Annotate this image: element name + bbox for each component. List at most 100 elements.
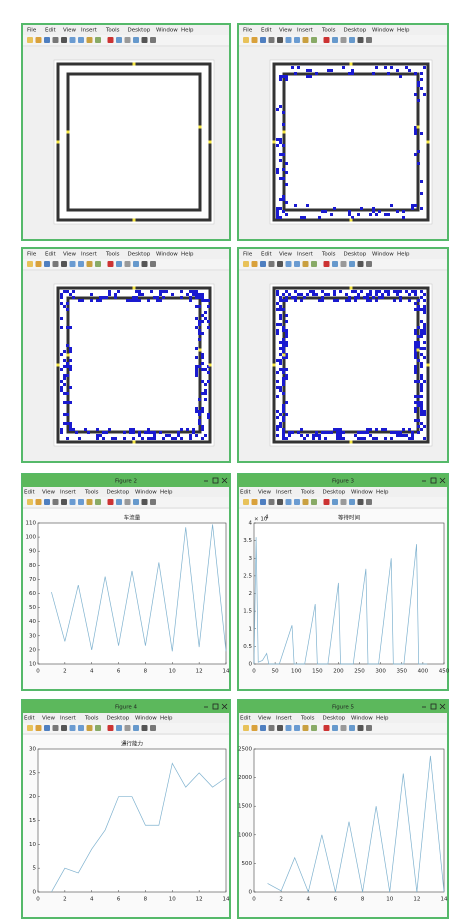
toolbar-button[interactable] [357,725,364,731]
menu-item[interactable]: Desktop [344,28,367,34]
toolbar-button[interactable] [260,499,266,505]
menu-item[interactable]: Tools [105,252,120,258]
toolbar-button[interactable] [323,499,330,505]
toolbar-button[interactable] [340,261,347,267]
toolbar-button[interactable] [150,261,156,267]
toolbar-button[interactable] [44,37,50,43]
menu-item[interactable]: View [63,252,77,258]
toolbar-button[interactable] [27,37,33,43]
menu-item[interactable]: Window [156,252,178,258]
close-button[interactable] [439,477,446,484]
toolbar-button[interactable] [78,37,84,43]
toolbar-button[interactable] [294,261,300,267]
toolbar-button[interactable] [340,37,347,43]
toolbar-button[interactable] [294,725,300,731]
menu-item[interactable]: Desktop [323,490,346,496]
toolbar-button[interactable] [311,725,317,731]
toolbar-button[interactable] [69,37,76,43]
menu-item[interactable]: Window [135,716,157,722]
toolbar-button[interactable] [124,37,131,43]
menu-item[interactable]: Window [372,28,394,34]
toolbar-button[interactable] [69,261,76,267]
maximize-button[interactable] [212,477,219,484]
toolbar-button[interactable] [251,261,258,267]
toolbar-button[interactable] [340,725,347,731]
toolbar-button[interactable] [268,499,275,505]
toolbar-button[interactable] [243,261,249,267]
toolbar-button[interactable] [357,37,364,43]
menu-item[interactable]: Insert [276,716,293,722]
menu-item[interactable]: View [63,28,77,34]
toolbar-button[interactable] [35,261,42,267]
toolbar-button[interactable] [86,37,93,43]
toolbar-button[interactable] [107,499,114,505]
toolbar-button[interactable] [95,37,101,43]
menu-item[interactable]: Tools [84,490,99,496]
toolbar-button[interactable] [302,499,309,505]
toolbar-button[interactable] [150,37,156,43]
close-button[interactable] [221,477,228,484]
toolbar-button[interactable] [285,499,292,505]
menu-item[interactable]: Help [376,716,389,722]
toolbar-button[interactable] [243,725,249,731]
toolbar-button[interactable] [243,499,249,505]
toolbar-button[interactable] [141,37,148,43]
toolbar-button[interactable] [357,261,364,267]
toolbar-button[interactable] [294,37,300,43]
toolbar-button[interactable] [150,725,156,731]
toolbar-button[interactable] [133,37,139,43]
menu-item[interactable]: Desktop [128,28,151,34]
toolbar-button[interactable] [260,261,266,267]
menu-item[interactable]: Insert [60,490,77,496]
close-button[interactable] [221,703,228,710]
toolbar-button[interactable] [133,261,139,267]
toolbar-button[interactable] [332,499,338,505]
toolbar-button[interactable] [268,37,275,43]
menu-item[interactable]: View [279,252,293,258]
toolbar-button[interactable] [27,725,33,731]
toolbar-button[interactable] [260,37,266,43]
toolbar-button[interactable] [243,37,249,43]
menu-item[interactable]: Help [376,490,389,496]
menu-item[interactable]: Edit [45,252,56,258]
toolbar-button[interactable] [27,499,33,505]
toolbar-button[interactable] [52,261,59,267]
menu-item[interactable]: Window [156,28,178,34]
toolbar-button[interactable] [311,499,317,505]
menu-item[interactable]: Edit [45,28,56,34]
toolbar-button[interactable] [61,261,67,267]
toolbar-button[interactable] [95,725,101,731]
toolbar-button[interactable] [44,499,50,505]
menu-item[interactable]: Help [160,716,173,722]
toolbar-button[interactable] [86,261,93,267]
toolbar-button[interactable] [78,261,84,267]
menu-item[interactable]: Insert [297,28,314,34]
toolbar-button[interactable] [302,261,309,267]
menu-item[interactable]: File [27,28,37,34]
toolbar-button[interactable] [277,725,283,731]
menu-item[interactable]: Insert [81,252,98,258]
menu-item[interactable]: Insert [60,716,77,722]
menu-item[interactable]: Desktop [323,716,346,722]
menu-item[interactable]: Tools [300,490,315,496]
toolbar-button[interactable] [268,725,275,731]
toolbar-button[interactable] [150,499,156,505]
maximize-button[interactable] [430,477,437,484]
toolbar-button[interactable] [366,499,372,505]
toolbar-button[interactable] [340,499,347,505]
menu-item[interactable]: Desktop [107,716,130,722]
toolbar-button[interactable] [311,261,317,267]
toolbar-button[interactable] [251,37,258,43]
toolbar-button[interactable] [27,261,33,267]
toolbar-button[interactable] [366,37,372,43]
menu-item[interactable]: Tools [105,28,120,34]
toolbar-button[interactable] [124,261,131,267]
menu-item[interactable]: Window [351,490,373,496]
toolbar-button[interactable] [302,37,309,43]
toolbar-button[interactable] [95,499,101,505]
toolbar-button[interactable] [124,725,131,731]
toolbar-button[interactable] [285,37,292,43]
menu-item[interactable]: Help [160,490,173,496]
menu-item[interactable]: Insert [276,490,293,496]
toolbar-button[interactable] [349,37,355,43]
